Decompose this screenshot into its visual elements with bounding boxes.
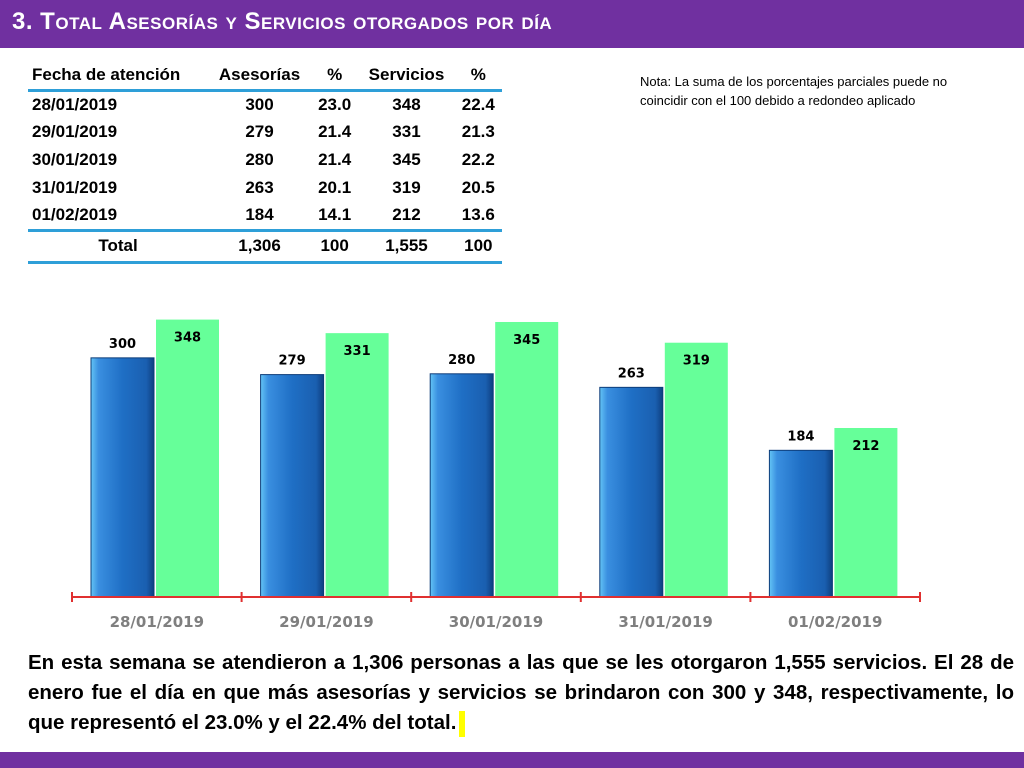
table-header-cell: Fecha de atención — [28, 62, 209, 92]
data-label-servicios: 212 — [852, 439, 879, 454]
table-cell: 21.4 — [318, 122, 352, 141]
bar-chart-svg: 300 348 28/01/2019 279 331 29/01/2019 280 345 30… — [71, 319, 921, 631]
data-label-asesorias: 263 — [618, 366, 645, 381]
table-total-row: Total 1,306 100 1,555 100 — [28, 230, 502, 264]
table-total-cell: 100 — [310, 230, 359, 264]
table-total-cell: 100 — [454, 230, 502, 264]
table-cell: 279 — [245, 122, 274, 141]
table-cell: 212 — [358, 202, 455, 232]
table-cell: 13.6 — [454, 202, 502, 232]
table-cell: 30/01/2019 — [32, 150, 118, 169]
data-table: Fecha de atención Asesorías % Servicios … — [28, 62, 502, 264]
table-cell: 23.0 — [318, 94, 352, 114]
table-total-cell: 1,555 — [358, 230, 455, 264]
data-label-servicios: 348 — [174, 331, 201, 346]
table-header-row: Fecha de atención Asesorías % Servicios … — [28, 62, 502, 92]
table-total-cell: 1,306 — [208, 230, 311, 264]
data-label-asesorias: 300 — [109, 337, 136, 352]
table-cell: 14.1 — [310, 202, 359, 232]
bar-asesorias — [429, 373, 494, 598]
table-cell: 184 — [208, 202, 311, 232]
x-tick-label: 29/01/2019 — [279, 613, 373, 631]
data-label-asesorias: 184 — [787, 429, 814, 444]
x-tick-label: 30/01/2019 — [449, 613, 543, 631]
table-cell: 348 — [392, 94, 421, 114]
table-cell: 345 — [392, 150, 421, 169]
table-header-cell: % — [310, 62, 359, 92]
bar-servicios — [325, 333, 389, 597]
table-cell: 331 — [392, 122, 421, 141]
table-row: 29/01/2019 279 21.4 331 21.3 — [28, 118, 502, 146]
table-row: 31/01/2019 263 20.1 319 20.5 — [28, 174, 502, 202]
table-cell: 22.4 — [461, 94, 495, 114]
bar-asesorias — [768, 449, 833, 598]
x-tick-label: 31/01/2019 — [618, 613, 712, 631]
x-tick-label: 28/01/2019 — [110, 613, 204, 631]
data-label-asesorias: 280 — [448, 353, 475, 368]
page-title: 3. Total Asesorías y Servicios otorgados… — [12, 8, 553, 35]
table-row: 28/01/2019 300 23.0 348 22.4 — [28, 90, 502, 118]
table-cell: 280 — [245, 150, 274, 169]
title-bar: 3. Total Asesorías y Servicios otorgados… — [0, 0, 1024, 48]
table-header-cell: % — [454, 62, 502, 92]
bar-servicios — [495, 321, 559, 597]
x-tick-label: 01/02/2019 — [788, 613, 882, 631]
table-cell: 300 — [245, 94, 274, 114]
data-label-servicios: 319 — [683, 354, 710, 369]
table-cell: 29/01/2019 — [32, 122, 118, 141]
table-row: 30/01/2019 280 21.4 345 22.2 — [28, 146, 502, 174]
table-cell: 263 — [245, 178, 274, 197]
table-cell: 31/01/2019 — [32, 178, 118, 197]
table-cell: 20.1 — [318, 178, 352, 197]
bar-asesorias — [260, 374, 325, 598]
bar-servicios — [156, 319, 219, 597]
table-cell: 319 — [392, 178, 421, 197]
summary-paragraph: En esta semana se atendieron a 1,306 per… — [28, 648, 1014, 738]
table-cell: 21.3 — [461, 122, 495, 141]
table-header-cell: Servicios — [358, 62, 455, 92]
bar-servicios — [664, 342, 728, 597]
table-cell: 22.2 — [461, 150, 495, 169]
bar-chart: 300 348 28/01/2019 279 331 29/01/2019 280 345 30… — [0, 290, 1024, 640]
bottom-bar — [0, 752, 1024, 768]
data-label-servicios: 345 — [513, 333, 540, 348]
bar-servicios — [834, 428, 898, 597]
table-cell: 21.4 — [318, 150, 352, 169]
table-cell: 20.5 — [461, 178, 495, 197]
data-label-asesorias: 279 — [279, 354, 306, 369]
bar-asesorias — [90, 357, 155, 598]
table-total-cell: Total — [28, 230, 209, 264]
rounding-note: Nota: La suma de los porcentajes parcial… — [640, 74, 948, 108]
table-header-cell: Asesorías — [208, 62, 311, 92]
data-label-servicios: 331 — [344, 344, 371, 359]
table-cell: 01/02/2019 — [28, 202, 209, 232]
bar-asesorias — [599, 386, 664, 598]
summary-text: En esta semana se atendieron a 1,306 per… — [28, 651, 1014, 734]
text-highlight-mark — [459, 710, 466, 737]
table-row: 01/02/2019 184 14.1 212 13.6 — [28, 202, 502, 232]
table-cell: 28/01/2019 — [32, 94, 118, 114]
